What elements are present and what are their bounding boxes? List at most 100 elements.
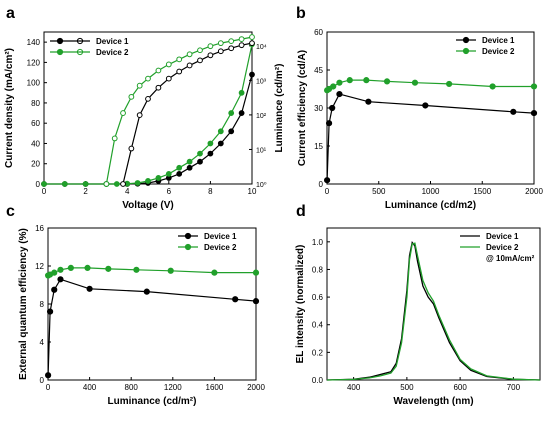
- data-point: [228, 45, 235, 52]
- data-point: [207, 140, 214, 147]
- y-tick-label: 100: [27, 79, 41, 88]
- y-tick-label: 0.2: [312, 348, 324, 357]
- data-point: [57, 266, 64, 273]
- data-point: [207, 43, 214, 50]
- data-point: [252, 298, 260, 305]
- y-tick-label: 0: [319, 180, 324, 189]
- y2-tick-label: 10²: [256, 113, 267, 120]
- data-point: [186, 164, 193, 171]
- data-point: [165, 170, 172, 177]
- data-point: [134, 180, 141, 186]
- data-point: [51, 269, 58, 276]
- x-tick-label: 8: [208, 187, 213, 196]
- data-point: [249, 34, 255, 40]
- y-tick-label: 60: [314, 28, 323, 37]
- legend-label: Device 2: [204, 243, 237, 252]
- y-axis-label: External quantum efficiency (%): [18, 228, 29, 380]
- data-point: [84, 264, 91, 271]
- x-tick-label: 1600: [206, 383, 224, 392]
- y-tick-label: 8: [40, 300, 45, 309]
- x-tick-label: 400: [347, 383, 361, 392]
- y-tick-label: 0.8: [312, 265, 324, 274]
- y-tick-label: 0.6: [312, 293, 324, 302]
- legend-swatch-marker: [184, 243, 192, 251]
- data-point: [176, 68, 183, 75]
- y-tick-label: 45: [314, 66, 323, 75]
- x-tick-label: 0: [42, 187, 47, 196]
- y-tick-label: 20: [31, 160, 40, 169]
- y-axis-label: Current density (mA/cm²): [4, 48, 15, 168]
- data-point: [365, 98, 372, 105]
- x-tick-label: 1000: [422, 187, 440, 196]
- legend-swatch-marker: [462, 47, 470, 55]
- data-point: [155, 67, 162, 74]
- x-tick-label: 800: [125, 383, 139, 392]
- y2-tick-label: 10⁴: [256, 44, 267, 51]
- y-tick-label: 0: [40, 376, 45, 385]
- series-line-device-1: [326, 240, 541, 381]
- data-point: [111, 135, 118, 142]
- data-point: [228, 38, 235, 45]
- panel-b: b 0 500 1000 1500 2000 0 15 30 45 60 Luminance (cd/…: [296, 5, 543, 211]
- data-point: [324, 177, 331, 184]
- y-tick-label: 15: [314, 142, 323, 151]
- y-tick-label: 120: [27, 58, 41, 67]
- data-point: [330, 83, 337, 90]
- x-axis-label: Voltage (V): [122, 200, 173, 211]
- x-tick-label: 700: [507, 383, 521, 392]
- data-point: [249, 40, 255, 47]
- data-point: [336, 90, 343, 98]
- data-point: [336, 79, 343, 86]
- x-tick-label: 1200: [164, 383, 182, 392]
- legend-label: Device 1: [96, 37, 129, 46]
- x-tick-label: 400: [83, 383, 97, 392]
- y-tick-label: 30: [314, 104, 323, 113]
- y-tick-label: 4: [40, 338, 45, 347]
- legend-swatch-marker: [56, 37, 64, 45]
- panel-c: c 0 400 800 1200 1600 2000 0 4 8 12 16 Luminance (cd…: [6, 203, 265, 407]
- x-tick-label: 2000: [247, 383, 265, 392]
- data-point: [46, 308, 54, 315]
- data-point: [155, 175, 162, 181]
- y-tick-label: 60: [31, 119, 40, 128]
- data-point: [165, 75, 172, 82]
- legend-swatch-marker: [184, 232, 192, 240]
- data-point: [105, 265, 112, 272]
- data-point: [238, 89, 245, 96]
- data-point: [82, 181, 89, 187]
- data-point: [197, 150, 203, 157]
- y-tick-label: 140: [27, 38, 41, 47]
- data-point: [133, 266, 140, 273]
- data-point: [207, 150, 214, 157]
- legend-label: Device 2: [486, 243, 519, 252]
- data-point: [186, 51, 193, 58]
- panel-letter: b: [296, 5, 306, 22]
- x-tick-label: 0: [46, 383, 51, 392]
- legend-label: Device 1: [204, 232, 237, 241]
- panel-letter: a: [6, 5, 15, 22]
- data-point: [249, 71, 255, 78]
- y-tick-label: 0: [36, 180, 41, 189]
- data-point: [252, 269, 260, 276]
- data-point: [197, 158, 203, 165]
- x-axis-label: Wavelength (nm): [393, 396, 473, 407]
- x-tick-label: 4: [125, 187, 130, 196]
- series-line-device-1: [326, 93, 535, 181]
- x-tick-label: 1500: [473, 187, 491, 196]
- y-axis-label: Current efficiency (cd/A): [297, 50, 308, 166]
- x-tick-label: 6: [167, 187, 172, 196]
- y-tick-label: 40: [31, 139, 40, 148]
- panel-d: d 400 500 600 700 0.0 0.2 0.4 0.6 0.8 1.0 Wavelengt…: [295, 203, 541, 407]
- data-point: [238, 36, 245, 42]
- data-point: [41, 181, 47, 187]
- data-point: [346, 77, 353, 84]
- y-axis-label: EL intensity (normalized): [295, 245, 306, 364]
- data-point: [57, 276, 64, 283]
- y2-tick-label: 10³: [256, 78, 267, 85]
- data-point: [51, 286, 58, 293]
- data-point: [176, 170, 183, 177]
- panel-letter: c: [6, 203, 15, 220]
- y-tick-label: 80: [31, 99, 40, 108]
- y-tick-label: 0.0: [312, 376, 324, 385]
